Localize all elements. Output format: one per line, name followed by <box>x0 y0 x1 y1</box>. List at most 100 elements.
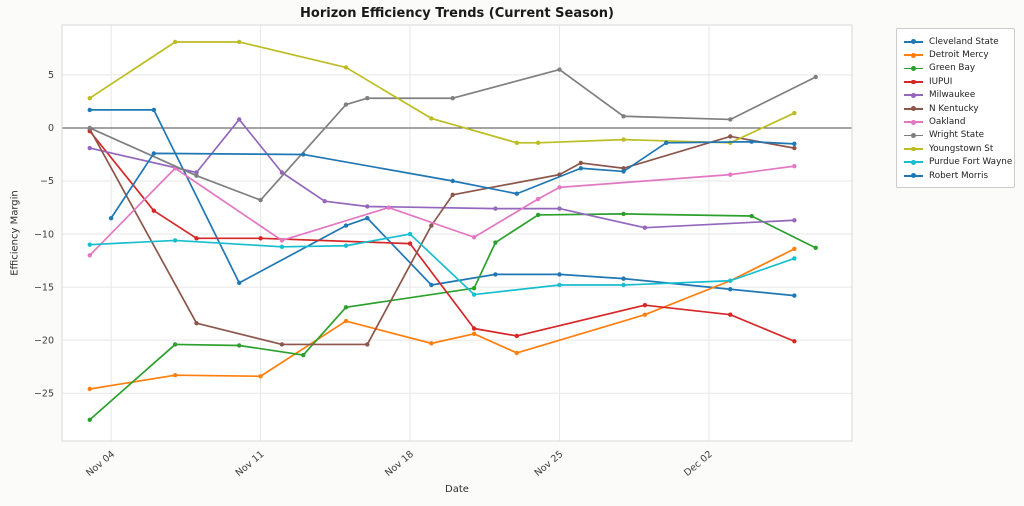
series-marker-cleveland-state <box>343 223 349 228</box>
legend-line-icon <box>904 92 923 98</box>
series-marker-detroit-mercy <box>172 373 178 378</box>
series-line-youngstown-st <box>88 41 796 144</box>
legend-line-icon <box>904 52 923 58</box>
legend-line-icon <box>904 159 923 165</box>
series-line-purdue-fort-wayne <box>88 233 796 296</box>
series-marker-robert-morris <box>578 166 584 171</box>
series-marker-iupui <box>471 326 477 331</box>
y-tick-label: 5 <box>48 70 54 81</box>
series-marker-purdue-fort-wayne <box>471 292 477 297</box>
x-axis-title: Date <box>445 484 469 495</box>
series-marker-n-kentucky <box>429 223 434 228</box>
series-marker-milwaukee <box>642 225 648 230</box>
series-marker-n-kentucky <box>792 145 797 151</box>
series-marker-detroit-mercy <box>258 374 263 379</box>
series-marker-cleveland-state <box>728 287 733 292</box>
series-marker-iupui <box>151 208 157 213</box>
series-marker-robert-morris <box>108 215 114 221</box>
series-marker-wright-state <box>258 197 263 203</box>
series-marker-purdue-fort-wayne <box>172 238 178 243</box>
series-marker-robert-morris <box>151 151 157 156</box>
series-marker-detroit-mercy <box>343 318 349 324</box>
series-marker-milwaukee <box>87 145 92 151</box>
series-marker-purdue-fort-wayne <box>279 244 285 249</box>
legend-item-robert-morris: Robert Morris <box>904 169 1008 182</box>
series-marker-purdue-fort-wayne <box>343 243 349 248</box>
series-marker-cleveland-state <box>621 276 626 281</box>
y-tick-label: −20 <box>34 335 54 346</box>
series-marker-youngstown-st <box>172 39 178 45</box>
series-marker-detroit-mercy <box>514 350 519 356</box>
legend-label: Green Bay <box>929 63 976 74</box>
legend-line-icon <box>904 173 923 179</box>
x-tick-label: Nov 18 <box>383 449 416 479</box>
series-marker-wright-state <box>728 117 733 122</box>
series-line-wright-state <box>88 68 817 201</box>
series-marker-detroit-mercy <box>471 331 477 337</box>
series-marker-purdue-fort-wayne <box>557 282 562 288</box>
y-tick-label: −25 <box>34 388 54 399</box>
series-marker-detroit-mercy <box>429 341 434 346</box>
series-marker-youngstown-st <box>237 39 242 45</box>
series-marker-oakland <box>792 163 797 169</box>
y-tick-label: 0 <box>48 123 54 134</box>
legend-item-green-bay: Green Bay <box>904 62 1008 75</box>
series-marker-cleveland-state <box>792 293 797 298</box>
series-line-milwaukee <box>88 118 796 229</box>
series-marker-wright-state <box>450 96 455 101</box>
x-tick-label: Nov 11 <box>234 449 267 479</box>
x-tick-label: Nov 25 <box>533 449 566 479</box>
legend-line-icon <box>904 146 923 152</box>
series-marker-cleveland-state <box>429 282 434 288</box>
series-marker-green-bay <box>87 417 92 422</box>
legend-label: N Kentucky <box>929 103 979 114</box>
legend-line-icon <box>904 106 923 112</box>
series-line-robert-morris <box>110 140 796 219</box>
legend-label: Oakland <box>929 117 966 128</box>
series-marker-wright-state <box>194 173 199 178</box>
legend-item-milwaukee: Milwaukee <box>904 89 1008 102</box>
series-marker-youngstown-st <box>621 137 626 142</box>
series-marker-green-bay <box>535 212 541 218</box>
legend-item-cleveland-state: Cleveland State <box>904 35 1008 48</box>
legend-label: Robert Morris <box>929 170 989 181</box>
legend-item-youngstown-st: Youngstown St <box>904 142 1008 155</box>
series-marker-youngstown-st <box>535 140 541 145</box>
legend-item-iupui: IUPUI <box>904 75 1008 88</box>
series-marker-milwaukee <box>279 170 285 175</box>
series-marker-milwaukee <box>557 206 562 211</box>
series-marker-oakland <box>728 172 733 177</box>
series-marker-wright-state <box>365 96 370 101</box>
series-marker-milwaukee <box>792 218 797 223</box>
series-marker-youngstown-st <box>87 96 92 101</box>
legend-label: Purdue Fort Wayne <box>929 157 1013 168</box>
series-marker-milwaukee <box>194 170 199 175</box>
series-marker-detroit-mercy <box>642 312 648 317</box>
legend-line-icon <box>904 119 923 125</box>
legend-item-purdue-fort-wayne: Purdue Fort Wayne <box>904 156 1012 169</box>
series-marker-milwaukee <box>322 198 327 204</box>
series-marker-iupui <box>792 339 797 344</box>
series-marker-n-kentucky <box>194 321 199 326</box>
series-marker-detroit-mercy <box>87 386 92 392</box>
legend-item-oakland: Oakland <box>904 115 1008 128</box>
series-marker-green-bay <box>471 285 477 291</box>
series-marker-oakland <box>535 196 541 202</box>
series-marker-n-kentucky <box>578 160 584 166</box>
series-marker-robert-morris <box>749 139 754 144</box>
plot-border <box>61 24 853 442</box>
legend-item-detroit-mercy: Detroit Mercy <box>904 48 1008 61</box>
x-tick-label: Dec 02 <box>682 449 715 479</box>
legend-line-icon <box>904 65 923 71</box>
legend-line-icon <box>904 79 923 85</box>
series-marker-robert-morris <box>621 169 626 174</box>
series-marker-cleveland-state <box>493 272 498 277</box>
series-marker-oakland <box>87 253 92 258</box>
x-tick-label: Nov 04 <box>84 449 117 479</box>
series-marker-wright-state <box>343 102 349 107</box>
series-marker-youngstown-st <box>429 116 434 121</box>
series-marker-iupui <box>728 312 733 317</box>
series-marker-wright-state <box>557 67 562 72</box>
series-marker-green-bay <box>749 213 754 219</box>
